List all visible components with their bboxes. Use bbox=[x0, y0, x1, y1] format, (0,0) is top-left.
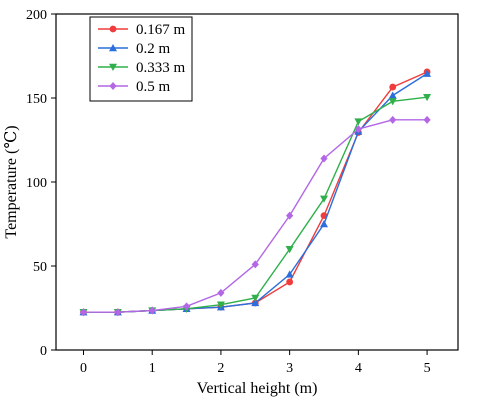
series-layer bbox=[79, 68, 432, 317]
y-tick-label: 0 bbox=[40, 344, 47, 359]
data-point bbox=[320, 154, 328, 163]
data-point bbox=[148, 306, 156, 315]
legend-entry: 0.2 m bbox=[98, 41, 171, 57]
series bbox=[79, 93, 432, 317]
series-line bbox=[83, 119, 428, 313]
legend-entry: 0.167 m bbox=[98, 22, 186, 38]
x-tick-label: 3 bbox=[286, 361, 293, 376]
y-tick-label: 50 bbox=[33, 260, 47, 275]
y-axis-title: Temperature (℃) bbox=[3, 125, 20, 238]
data-point bbox=[251, 298, 260, 307]
x-tick-label: 5 bbox=[424, 361, 431, 376]
legend-label: 0.2 m bbox=[136, 41, 171, 57]
legend-entry: 0.333 m bbox=[98, 60, 186, 76]
series-line bbox=[83, 96, 428, 313]
y-tick-label: 100 bbox=[26, 176, 47, 191]
series-line bbox=[83, 71, 428, 313]
series bbox=[80, 68, 431, 316]
data-point bbox=[320, 212, 328, 220]
data-point bbox=[320, 220, 328, 228]
legend: 0.167 m 0.2 m 0.333 m 0.5 m bbox=[89, 16, 193, 102]
data-point bbox=[216, 301, 225, 309]
data-point bbox=[109, 44, 117, 52]
legend-label: 0.167 m bbox=[136, 22, 186, 38]
data-point bbox=[388, 91, 397, 99]
data-point bbox=[388, 98, 397, 106]
data-point bbox=[285, 270, 294, 278]
data-point bbox=[109, 82, 117, 90]
y-tick-label: 150 bbox=[26, 92, 47, 107]
data-point bbox=[182, 302, 191, 311]
x-tick-label: 2 bbox=[217, 361, 224, 376]
x-tick-label: 1 bbox=[149, 361, 156, 376]
data-point bbox=[423, 69, 432, 77]
data-point bbox=[354, 125, 362, 134]
data-point bbox=[286, 278, 294, 286]
data-point bbox=[285, 246, 294, 254]
data-point bbox=[320, 195, 328, 203]
data-point bbox=[251, 260, 259, 269]
x-tick-label: 4 bbox=[355, 361, 362, 376]
data-point bbox=[423, 115, 431, 124]
legend-label: 0.5 m bbox=[136, 79, 171, 95]
data-point bbox=[423, 93, 432, 102]
data-point bbox=[114, 308, 122, 317]
legend-label: 0.333 m bbox=[136, 60, 186, 76]
data-point bbox=[79, 308, 88, 317]
data-point bbox=[251, 294, 260, 302]
data-point bbox=[286, 211, 294, 220]
data-point bbox=[389, 83, 397, 91]
data-point bbox=[217, 288, 225, 297]
y-tick-label: 200 bbox=[26, 8, 47, 23]
data-point bbox=[389, 115, 397, 124]
x-axis-title: Vertical height (m) bbox=[197, 380, 318, 397]
data-point bbox=[109, 25, 117, 33]
legend-entry: 0.5 m bbox=[98, 79, 171, 95]
x-tick-label: 0 bbox=[80, 361, 87, 376]
legend-box bbox=[89, 16, 193, 102]
series bbox=[79, 115, 431, 317]
data-point bbox=[354, 118, 363, 126]
data-point bbox=[109, 63, 117, 71]
